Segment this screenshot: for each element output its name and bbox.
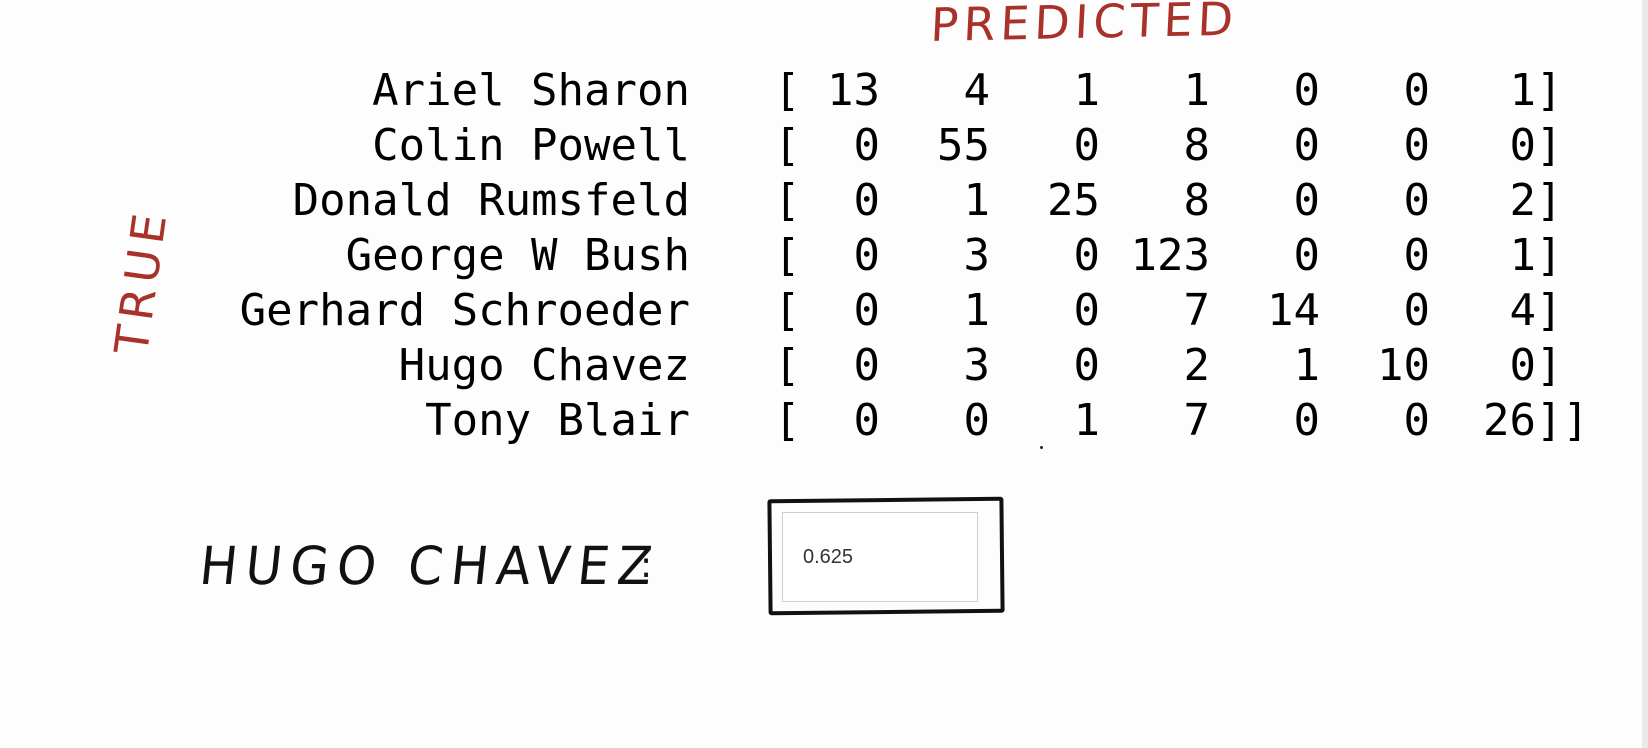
matrix-cell: 0 (963, 395, 991, 446)
open-bracket: [ (774, 340, 801, 391)
close-bracket: ] (1536, 230, 1563, 281)
row-label: Ariel Sharon (372, 65, 690, 116)
row-label: Donald Rumsfeld (292, 175, 690, 226)
matrix-cell: 1 (1073, 65, 1101, 116)
row-label: George W Bush (345, 230, 690, 281)
matrix-cell: 0 (853, 120, 881, 171)
open-bracket: [ (774, 230, 801, 281)
matrix-cell: 7 (1183, 395, 1211, 446)
matrix-row: Donald Rumsfeld [0 1 25 8 0 0 2] (0, 173, 1648, 228)
matrix-cell: 1 (1509, 230, 1537, 281)
matrix-cell: 0 (1403, 65, 1431, 116)
row-label: Gerhard Schroeder (239, 285, 690, 336)
predicted-annotation: PREDICTED (929, 0, 1240, 53)
matrix-row: George W Bush [0 3 0 123 0 0 1] (0, 228, 1648, 283)
matrix-cell: 0 (853, 340, 881, 391)
matrix-cell: 0 (1293, 230, 1321, 281)
matrix-cell: 25 (1047, 175, 1100, 226)
matrix-cell: 1 (963, 175, 991, 226)
matrix-cell: 0 (1293, 65, 1321, 116)
matrix-cell: 1 (1509, 65, 1537, 116)
open-bracket: [ (774, 120, 801, 171)
matrix-cell: 0 (1403, 285, 1431, 336)
close-bracket: ] (1536, 175, 1563, 226)
answer-input[interactable] (782, 512, 978, 602)
matrix-cell: 0 (853, 230, 881, 281)
matrix-cell: 2 (1509, 175, 1537, 226)
open-bracket: [ (774, 395, 801, 446)
matrix-cell: 0 (1403, 395, 1431, 446)
row-label: Tony Blair (425, 395, 690, 446)
matrix-cell: 0 (1293, 395, 1321, 446)
page-edge (1642, 0, 1648, 748)
matrix-cell: 0 (1073, 340, 1101, 391)
matrix-row: Hugo Chavez [0 3 0 2 1 10 0] (0, 338, 1648, 393)
matrix-cell: 0 (1403, 230, 1431, 281)
matrix-cell: 0 (1073, 285, 1101, 336)
stray-dot (1040, 446, 1043, 449)
matrix-cell: 14 (1267, 285, 1320, 336)
matrix-cell: 0 (853, 175, 881, 226)
matrix-cell: 3 (963, 340, 991, 391)
matrix-cell: 8 (1183, 120, 1211, 171)
matrix-cell: 1 (963, 285, 991, 336)
matrix-cell: 0 (1293, 175, 1321, 226)
matrix-cell: 55 (937, 120, 990, 171)
matrix-cell: 4 (963, 65, 991, 116)
open-bracket: [ (774, 285, 801, 336)
matrix-cell: 8 (1183, 175, 1211, 226)
matrix-cell: 1 (1293, 340, 1321, 391)
matrix-cell: 0 (1073, 230, 1101, 281)
matrix-cell: 0 (1073, 120, 1101, 171)
matrix-cell: 26 (1483, 395, 1536, 446)
question-label: HUGO CHAVEZ (196, 535, 663, 597)
matrix-cell: 13 (827, 65, 880, 116)
close-bracket: ] (1536, 340, 1563, 391)
matrix-cell: 7 (1183, 285, 1211, 336)
open-bracket: [ (774, 65, 801, 116)
close-bracket: ] (1536, 285, 1563, 336)
matrix-cell: 0 (1509, 120, 1537, 171)
matrix-cell: 0 (853, 285, 881, 336)
matrix-cell: 0 (1403, 175, 1431, 226)
matrix-row: Colin Powell [0 55 0 8 0 0 0] (0, 118, 1648, 173)
matrix-cell: 3 (963, 230, 991, 281)
matrix-row: Tony Blair [0 0 1 7 0 0 26]] (0, 393, 1648, 448)
matrix-cell: 123 (1130, 230, 1210, 281)
close-bracket: ] (1536, 65, 1563, 116)
matrix-cell: 4 (1509, 285, 1537, 336)
matrix-cell: 0 (1509, 340, 1537, 391)
close-bracket: ]] (1536, 395, 1589, 446)
close-bracket: ] (1536, 120, 1563, 171)
matrix-cell: 10 (1377, 340, 1430, 391)
matrix-cell: 0 (1403, 120, 1431, 171)
matrix-row: Ariel Sharon [13 4 1 1 0 0 1] (0, 63, 1648, 118)
row-label: Colin Powell (372, 120, 690, 171)
row-label: Hugo Chavez (398, 340, 690, 391)
matrix-cell: 2 (1183, 340, 1211, 391)
matrix-cell: 1 (1183, 65, 1211, 116)
open-bracket: [ (774, 175, 801, 226)
matrix-cell: 0 (1293, 120, 1321, 171)
colon-mark: : (640, 545, 653, 586)
matrix-cell: 1 (1073, 395, 1101, 446)
matrix-cell: 0 (853, 395, 881, 446)
matrix-row: Gerhard Schroeder [0 1 0 7 14 0 4] (0, 283, 1648, 338)
